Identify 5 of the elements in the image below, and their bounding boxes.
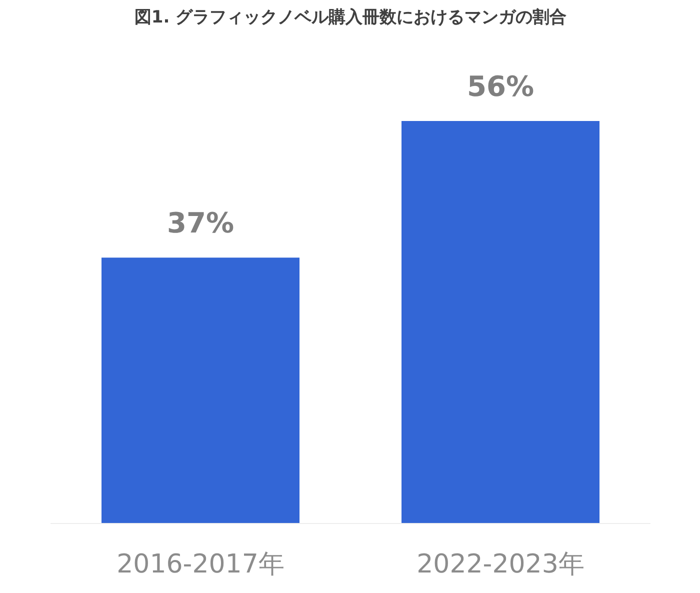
x-tick-label: 2022-2023年 — [416, 550, 584, 580]
x-tick-label: 2016-2017年 — [116, 550, 284, 580]
data-label: 37% — [166, 206, 234, 240]
chart-title: 図1. グラフィックノベル購入冊数におけるマンガの割合 — [134, 8, 567, 28]
data-label: 56% — [466, 70, 534, 104]
